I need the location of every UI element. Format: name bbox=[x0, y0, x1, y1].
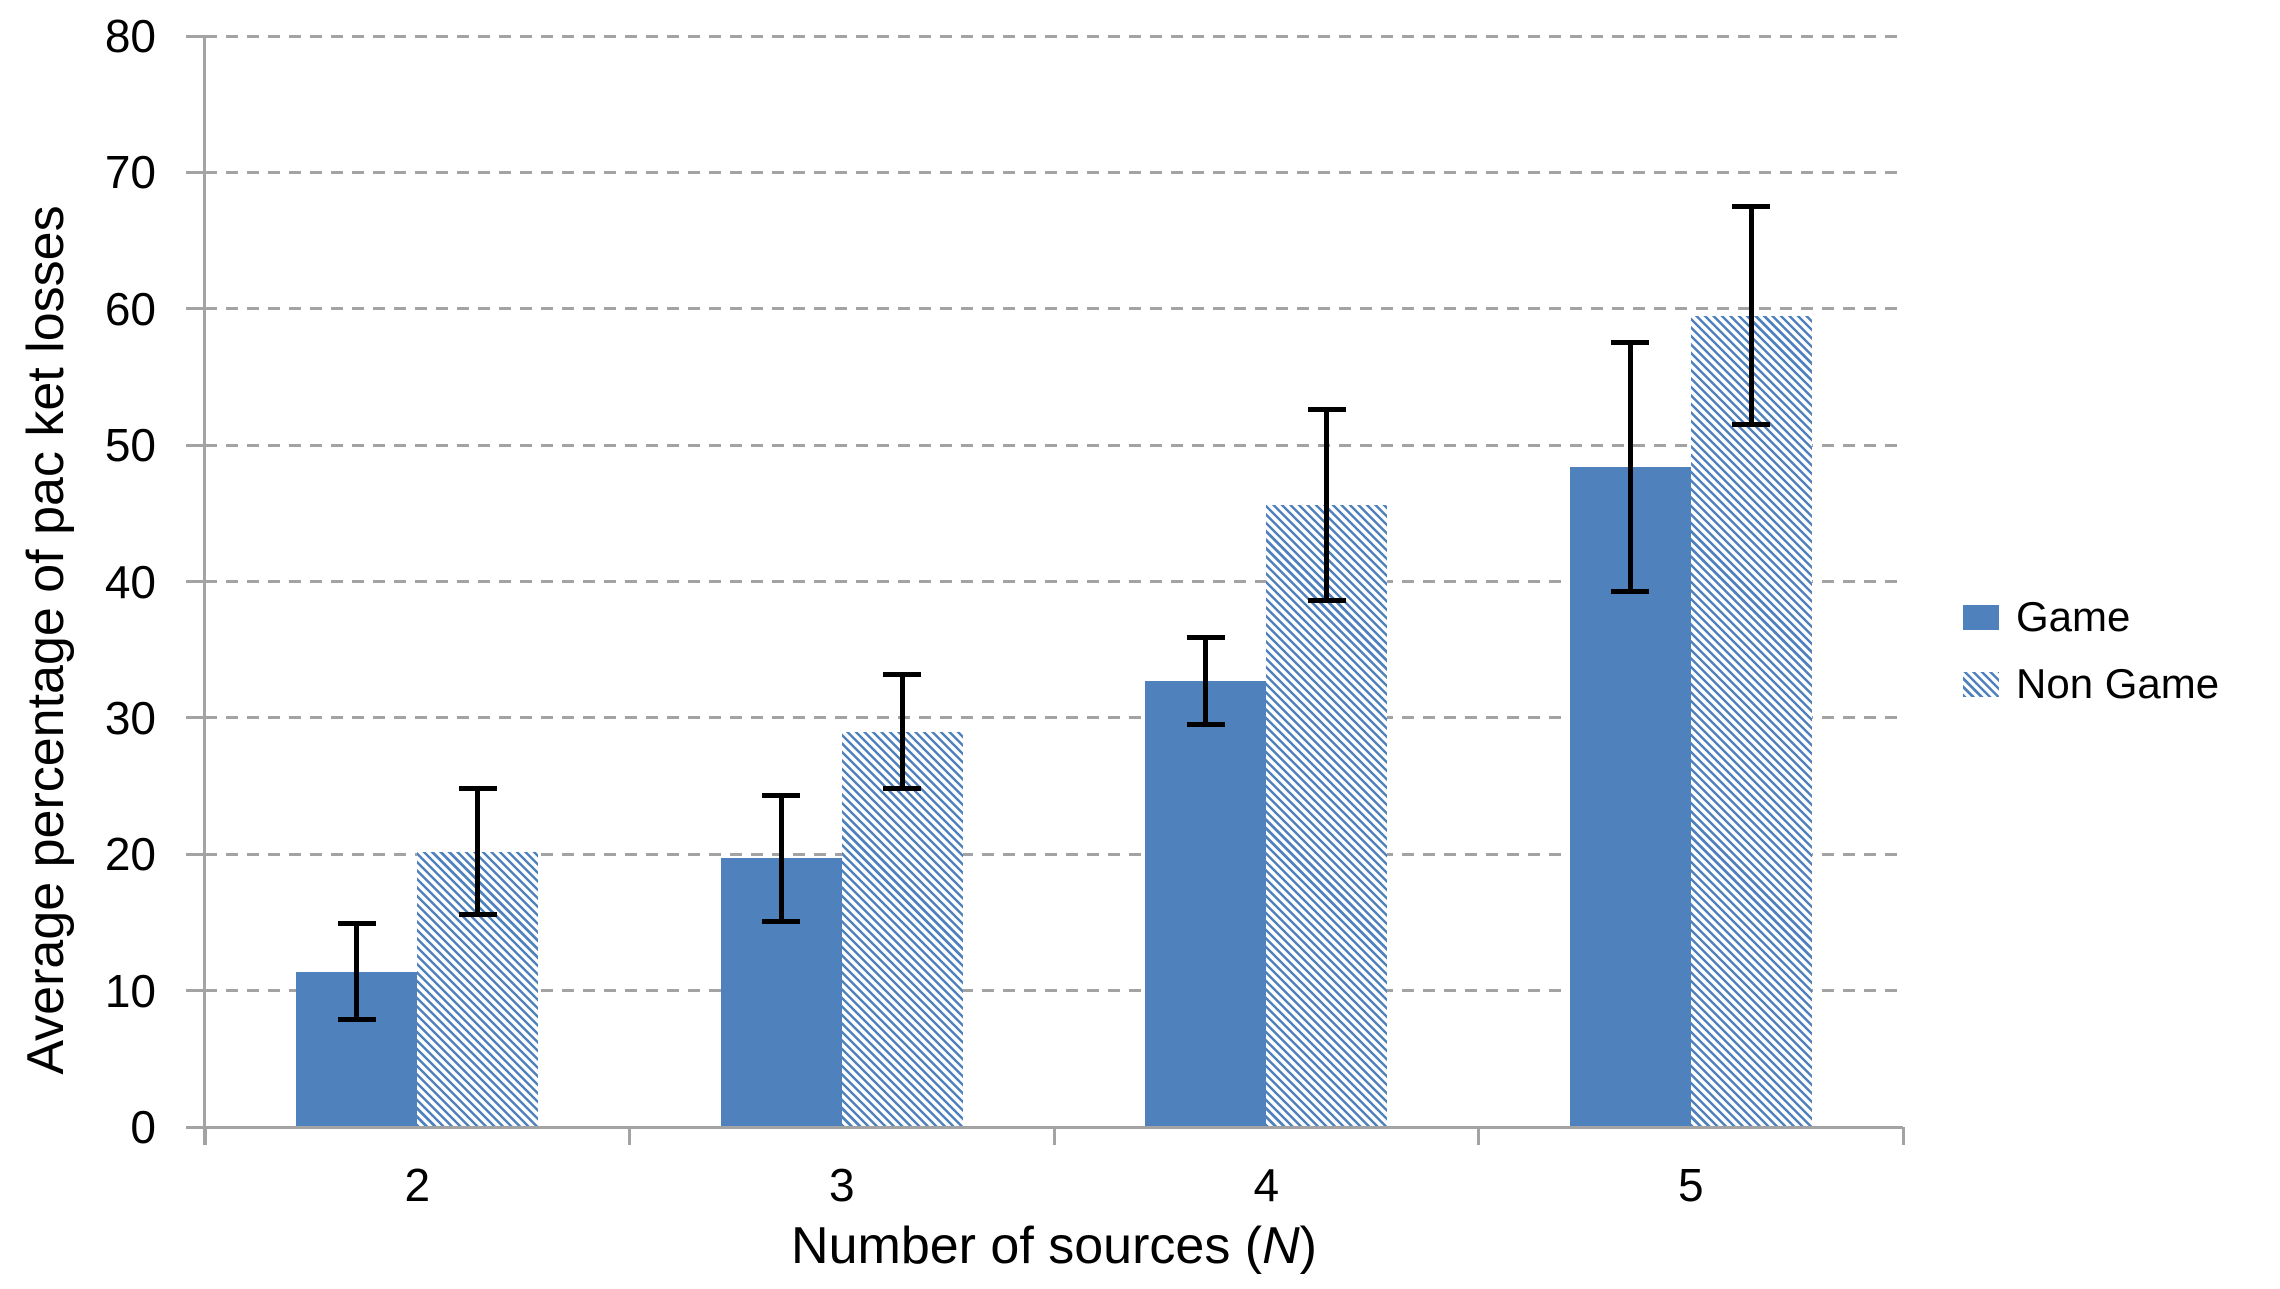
error-bar-cap-top bbox=[458, 786, 497, 792]
gridline-80 bbox=[205, 34, 1903, 38]
error-bar-line bbox=[475, 788, 481, 915]
gridline-70 bbox=[205, 170, 1903, 174]
error-bar-line bbox=[1203, 637, 1209, 725]
x-tick-label-4: 4 bbox=[1253, 1159, 1280, 1211]
x-tick-label-3: 3 bbox=[828, 1159, 855, 1211]
error-bar-cap-top bbox=[1732, 203, 1771, 209]
x-tick-label-2: 2 bbox=[404, 1159, 431, 1211]
error-bar-cap-top bbox=[1611, 340, 1650, 346]
y-tick-label-20: 20 bbox=[104, 828, 156, 881]
error-bar-line bbox=[1748, 206, 1754, 425]
x-axis-title-close: ) bbox=[1299, 1217, 1317, 1275]
x-axis-title: Number of sources (N) bbox=[205, 1216, 1903, 1276]
x-axis-line bbox=[186, 1125, 1903, 1129]
bar-non-game-5 bbox=[1690, 315, 1812, 1127]
error-bar-cap-bottom bbox=[337, 1016, 376, 1022]
solid-swatch-icon bbox=[1963, 604, 1999, 630]
y-tick-label-0: 0 bbox=[130, 1101, 156, 1153]
y-tick-mark-70 bbox=[186, 170, 206, 174]
error-bar-cap-top bbox=[762, 793, 801, 799]
x-axis-title-text: Number of sources ( bbox=[791, 1217, 1263, 1275]
error-bar-cap-top bbox=[1186, 634, 1225, 640]
legend-label: Game bbox=[2016, 593, 2131, 640]
error-bar-cap-bottom bbox=[883, 786, 922, 792]
y-tick-label-80: 80 bbox=[104, 10, 156, 62]
y-tick-label-30: 30 bbox=[104, 691, 156, 744]
error-bar-cap-bottom bbox=[1307, 598, 1346, 604]
y-tick-label-40: 40 bbox=[104, 555, 156, 608]
hatched-swatch-icon bbox=[1963, 671, 1999, 697]
gridline-40 bbox=[205, 580, 1903, 583]
error-bar-cap-bottom bbox=[1732, 422, 1771, 428]
legend-item-non-game: Non Game bbox=[1963, 661, 2219, 707]
x-tick-mark bbox=[1477, 1127, 1480, 1145]
y-tick-mark-30 bbox=[186, 716, 206, 720]
y-tick-mark-60 bbox=[186, 307, 206, 311]
y-tick-label-60: 60 bbox=[104, 282, 156, 335]
legend-label: Non Game bbox=[2016, 660, 2220, 707]
error-bar-cap-top bbox=[883, 671, 922, 677]
y-tick-label-10: 10 bbox=[104, 964, 156, 1017]
y-tick-label-50: 50 bbox=[104, 419, 156, 472]
error-bar-cap-top bbox=[337, 921, 376, 927]
error-bar-line bbox=[899, 674, 905, 789]
error-bar-line bbox=[1627, 342, 1633, 592]
error-bar-line bbox=[1324, 409, 1330, 601]
gridline-30 bbox=[205, 716, 1903, 720]
x-tick-mark bbox=[203, 1127, 207, 1145]
x-axis-title-variable: N bbox=[1262, 1217, 1300, 1275]
x-tick-label-5: 5 bbox=[1677, 1159, 1704, 1211]
legend: Game Non Game bbox=[1963, 594, 2219, 728]
y-tick-label-70: 70 bbox=[104, 146, 156, 199]
y-tick-mark-10 bbox=[186, 989, 206, 993]
bar-non-game-3 bbox=[841, 731, 963, 1127]
y-tick-mark-40 bbox=[186, 580, 206, 583]
error-bar-line bbox=[354, 923, 360, 1020]
gridline-60 bbox=[205, 307, 1903, 311]
gridline-10 bbox=[205, 989, 1903, 993]
y-tick-mark-80 bbox=[186, 34, 206, 38]
error-bar-cap-bottom bbox=[458, 911, 497, 917]
error-bar-line bbox=[778, 795, 784, 922]
x-tick-mark bbox=[628, 1127, 631, 1145]
gridline-20 bbox=[205, 852, 1903, 856]
y-tick-mark-20 bbox=[186, 852, 206, 856]
x-tick-mark bbox=[1052, 1127, 1056, 1145]
gridline-50 bbox=[205, 443, 1903, 447]
error-bar-cap-bottom bbox=[762, 918, 801, 924]
error-bar-cap-bottom bbox=[1611, 588, 1650, 594]
bar-non-game-4 bbox=[1266, 505, 1388, 1127]
x-tick-mark bbox=[1901, 1127, 1905, 1145]
error-bar-cap-top bbox=[1307, 407, 1346, 413]
legend-item-game: Game bbox=[1963, 594, 2219, 640]
bar-game-4 bbox=[1145, 681, 1267, 1127]
y-axis-line bbox=[203, 36, 206, 1145]
error-bar-cap-bottom bbox=[1186, 722, 1225, 728]
y-tick-mark-50 bbox=[186, 443, 206, 447]
